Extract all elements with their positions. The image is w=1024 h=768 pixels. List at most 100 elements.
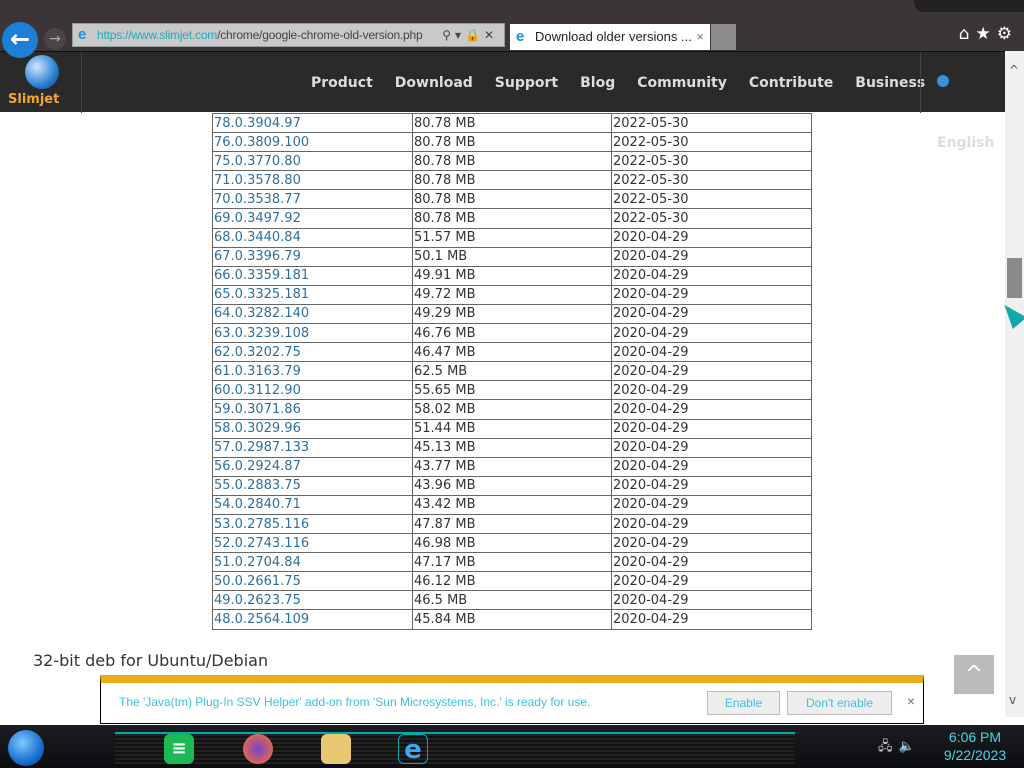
file-size: 49.91 MB [412,265,612,286]
file-size: 62.5 MB [412,361,612,382]
version-link[interactable]: 62.0.3202.75 [212,342,413,363]
tab-close-icon[interactable]: × [696,29,704,44]
table-row: 50.0.2661.75 46.12 MB 2020-04-29 [212,571,812,592]
favorites-star-icon[interactable]: ★ [975,24,997,44]
scrollbar-thumb[interactable] [1007,258,1022,298]
table-row: 48.0.2564.109 45.84 MB 2020-04-29 [212,609,812,630]
release-date: 2020-04-29 [611,475,812,496]
version-link[interactable]: 60.0.3112.90 [212,380,413,401]
language-selector[interactable]: English [920,52,1005,151]
version-link[interactable]: 57.0.2987.133 [212,437,413,458]
section-heading: 32-bit deb for Ubuntu/Debian [33,651,269,670]
forward-button[interactable]: → [44,28,66,50]
release-date: 2020-04-29 [611,456,812,477]
scroll-to-top-button[interactable]: ^ [954,655,994,694]
nav-business[interactable]: Business [855,74,926,91]
url-prefix: https://www. [97,28,160,42]
file-size: 51.44 MB [412,418,612,439]
version-link[interactable]: 53.0.2785.116 [212,513,413,535]
version-link[interactable]: 76.0.3809.100 [212,132,413,153]
language-label: English [937,135,995,151]
version-link[interactable]: 51.0.2704.84 [212,552,413,573]
new-tab-button[interactable] [711,24,736,50]
table-row: 53.0.2785.116 47.87 MB 2020-04-29 [212,513,812,535]
firefox-icon[interactable] [243,734,273,764]
version-link[interactable]: 55.0.2883.75 [212,475,413,496]
version-link[interactable]: 49.0.2623.75 [212,590,413,611]
file-size: 49.29 MB [412,303,612,325]
release-date: 2022-05-30 [611,170,812,191]
table-row: 75.0.3770.80 80.78 MB 2022-05-30 [212,151,812,172]
file-explorer-icon[interactable] [321,734,351,764]
file-size: 80.78 MB [412,151,612,172]
version-link[interactable]: 58.0.3029.96 [212,418,413,439]
internet-explorer-icon[interactable]: e [398,734,428,765]
version-link[interactable]: 61.0.3163.79 [212,361,413,382]
version-link[interactable]: 48.0.2564.109 [212,609,413,630]
version-link[interactable]: 68.0.3440.84 [212,227,413,248]
release-date: 2020-04-29 [611,380,812,401]
home-icon[interactable]: ⌂ [958,24,976,44]
version-link[interactable]: 64.0.3282.140 [212,303,413,325]
vertical-scrollbar[interactable]: ^ v [1005,51,1024,717]
version-link[interactable]: 63.0.3239.108 [212,323,413,344]
addon-notification-bar: The 'Java(tm) Plug-In SSV Helper' add-on… [100,675,924,724]
version-link[interactable]: 67.0.3396.79 [212,246,413,267]
version-link[interactable]: 71.0.3578.80 [212,170,413,191]
release-date: 2022-05-30 [611,189,812,210]
version-link[interactable]: 75.0.3770.80 [212,151,413,172]
clock[interactable]: 6:06 PM 9/22/2023 [935,728,1015,764]
back-button[interactable]: ← [2,22,38,58]
address-tools-icons[interactable]: ⚲▾🔒✕ [442,28,498,42]
release-date: 2020-04-29 [611,323,812,344]
slimjet-logo[interactable]: Slimjet [0,52,82,113]
release-date: 2020-04-29 [611,571,812,592]
table-row: 70.0.3538.77 80.78 MB 2022-05-30 [212,189,812,210]
version-link[interactable]: 66.0.3359.181 [212,265,413,286]
version-link[interactable]: 70.0.3538.77 [212,189,413,210]
file-size: 49.72 MB [412,284,612,305]
volume-icon[interactable]: 🔈 [898,739,921,754]
start-button[interactable] [8,730,44,766]
enable-button[interactable]: Enable [707,691,780,715]
release-date: 2020-04-29 [611,246,812,267]
file-size: 45.13 MB [412,437,612,458]
nav-community[interactable]: Community [637,74,727,91]
close-notification-icon[interactable]: × [906,693,915,709]
release-date: 2022-05-30 [611,132,812,153]
clock-date: 9/22/2023 [943,747,1007,763]
version-link[interactable]: 52.0.2743.116 [212,533,413,554]
version-link[interactable]: 56.0.2924.87 [212,456,413,477]
site-nav: Slimjet Product Download Support Blog Co… [0,51,1005,151]
release-date: 2020-04-29 [611,437,812,458]
nav-support[interactable]: Support [494,74,559,91]
tab-active[interactable]: e Download older versions ... × [510,24,710,50]
network-icon[interactable]: 🖧 [878,739,899,754]
file-size: 47.17 MB [412,552,612,573]
nav-product[interactable]: Product [311,74,373,91]
gear-icon[interactable]: ⚙ [996,24,1018,44]
version-link[interactable]: 78.0.3904.97 [212,112,413,134]
file-size: 80.78 MB [412,189,612,210]
version-link[interactable]: 54.0.2840.71 [212,494,413,515]
scroll-up-icon[interactable]: ^ [1009,63,1020,77]
version-link[interactable]: 59.0.3071.86 [212,399,413,420]
file-size: 43.96 MB [412,475,612,496]
version-link[interactable]: 69.0.3497.92 [212,208,413,229]
table-row: 57.0.2987.133 45.13 MB 2020-04-29 [212,437,812,458]
table-row: 76.0.3809.100 80.78 MB 2022-05-30 [212,132,812,153]
table-row: 65.0.3325.181 49.72 MB 2020-04-29 [212,284,812,305]
spotify-icon[interactable]: ≡ [164,734,194,764]
dont-enable-button[interactable]: Don't enable [787,691,892,715]
file-size: 46.76 MB [412,323,612,344]
table-row: 54.0.2840.71 43.42 MB 2020-04-29 [212,494,812,515]
nav-blog[interactable]: Blog [580,74,616,91]
nav-contribute[interactable]: Contribute [748,74,834,91]
release-date: 2020-04-29 [611,533,812,554]
version-link[interactable]: 65.0.3325.181 [212,284,413,305]
version-link[interactable]: 50.0.2661.75 [212,571,413,592]
address-bar[interactable]: e https://www.slimjet.com/chrome/google-… [72,23,505,47]
scroll-down-icon[interactable]: v [1009,693,1017,707]
taskbar: ≡ e 🖧🔈 6:06 PM 9/22/2023 [0,725,1024,768]
nav-download[interactable]: Download [394,74,473,91]
